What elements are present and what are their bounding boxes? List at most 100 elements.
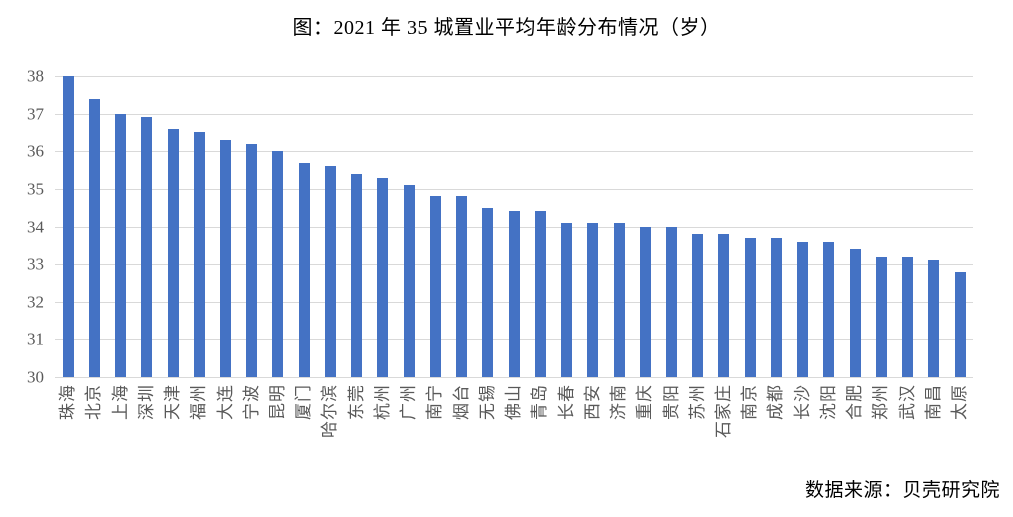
bar-slot <box>553 76 579 377</box>
bar-slot <box>317 76 343 377</box>
bar-slot <box>291 76 317 377</box>
bar <box>193 132 205 377</box>
x-slot: 北京 <box>81 381 107 476</box>
y-axis-tick-label: 32 <box>27 292 44 312</box>
gridline <box>55 113 973 115</box>
x-slot: 石家庄 <box>711 381 737 476</box>
bar-slot <box>475 76 501 377</box>
bar <box>692 234 704 377</box>
bar <box>797 241 809 377</box>
bar <box>246 143 258 377</box>
bar-slot <box>842 76 868 377</box>
bar-slot <box>527 76 553 377</box>
bar <box>429 196 441 377</box>
bar <box>823 241 835 377</box>
x-axis-label: 武汉 <box>897 384 917 420</box>
x-slot: 苏州 <box>685 381 711 476</box>
x-slot: 南昌 <box>921 381 947 476</box>
x-axis-label: 贵阳 <box>661 384 681 420</box>
x-slot: 福州 <box>186 381 212 476</box>
x-axis: 珠海 北京 上海 深圳 天津 福州 大连 宁波 昆明 厦门 哈尔滨 东莞 杭州 广州 南宁 烟台 无锡 佛山 青岛长… <box>55 381 973 476</box>
data-source-caption: 数据来源：贝壳研究院 <box>804 480 1000 501</box>
x-axis-label: 广州 <box>399 384 419 420</box>
bar-slot <box>868 76 894 377</box>
x-axis-label: 杭州 <box>372 384 392 420</box>
bar-slot <box>711 76 737 377</box>
y-axis: 30 31 32 33 34 35 36 37 38 <box>0 68 48 386</box>
bar-slot <box>921 76 947 377</box>
bar-slot <box>212 76 238 377</box>
bar-slot <box>790 76 816 377</box>
x-axis-label: 福州 <box>189 384 209 420</box>
bar-slot <box>265 76 291 377</box>
bar-slot <box>632 76 658 377</box>
bar-slot <box>580 76 606 377</box>
x-axis-label: 无锡 <box>477 384 497 420</box>
x-slot: 太原 <box>947 381 973 476</box>
bar-slot <box>344 76 370 377</box>
gridline <box>55 188 973 190</box>
x-axis-label: 深圳 <box>136 384 156 420</box>
x-slot: 宁波 <box>239 381 265 476</box>
bar <box>88 98 100 377</box>
bar-slot <box>396 76 422 377</box>
x-slot: 昆明 <box>265 381 291 476</box>
bar <box>377 177 389 377</box>
bar <box>403 185 415 377</box>
bar-slot <box>370 76 396 377</box>
plot-area <box>55 76 973 378</box>
bar <box>744 237 756 377</box>
x-axis-label: 天津 <box>163 384 183 420</box>
x-slot: 上海 <box>107 381 133 476</box>
x-axis-label: 石家庄 <box>713 384 733 438</box>
bar <box>561 222 573 377</box>
y-axis-tick-label: 37 <box>27 104 44 124</box>
x-axis-label: 太原 <box>950 384 970 420</box>
x-axis-label: 大连 <box>215 384 235 420</box>
bar-slot <box>422 76 448 377</box>
bar <box>928 260 940 377</box>
bar-slot <box>81 76 107 377</box>
bar <box>534 211 546 377</box>
bar-slot <box>107 76 133 377</box>
x-axis-label: 佛山 <box>504 384 524 420</box>
gridline <box>55 377 973 378</box>
x-slot: 贵阳 <box>658 381 684 476</box>
x-slot: 沈阳 <box>816 381 842 476</box>
bar <box>770 237 782 377</box>
bar <box>902 256 914 377</box>
bar <box>508 211 520 377</box>
x-slot: 无锡 <box>475 381 501 476</box>
bar <box>62 76 74 377</box>
bar <box>141 117 153 377</box>
x-slot: 杭州 <box>370 381 396 476</box>
x-slot: 烟台 <box>449 381 475 476</box>
bar <box>718 234 730 377</box>
y-axis-tick-label: 34 <box>27 217 44 236</box>
x-slot: 西安 <box>580 381 606 476</box>
x-slot: 郑州 <box>868 381 894 476</box>
x-axis-label: 宁波 <box>241 384 261 420</box>
x-axis-label: 昆明 <box>267 384 287 420</box>
bar-slot <box>606 76 632 377</box>
bar-slot <box>816 76 842 377</box>
x-axis-label: 珠海 <box>58 384 78 420</box>
x-slot: 成都 <box>763 381 789 476</box>
x-slot: 武汉 <box>895 381 921 476</box>
x-slot: 广州 <box>396 381 422 476</box>
x-slot: 珠海 <box>55 381 81 476</box>
x-axis-label: 长沙 <box>792 384 812 420</box>
x-slot: 天津 <box>160 381 186 476</box>
x-slot: 合肥 <box>842 381 868 476</box>
y-axis-tick-label: 30 <box>27 367 44 387</box>
bar <box>613 222 625 377</box>
bar-slot <box>160 76 186 377</box>
x-slot: 济南 <box>606 381 632 476</box>
x-axis-label: 东莞 <box>346 384 366 420</box>
bar <box>587 222 599 377</box>
x-axis-label: 哈尔滨 <box>320 384 340 438</box>
bar <box>167 128 179 377</box>
y-axis-tick-label: 36 <box>27 141 44 161</box>
bar <box>482 207 494 377</box>
